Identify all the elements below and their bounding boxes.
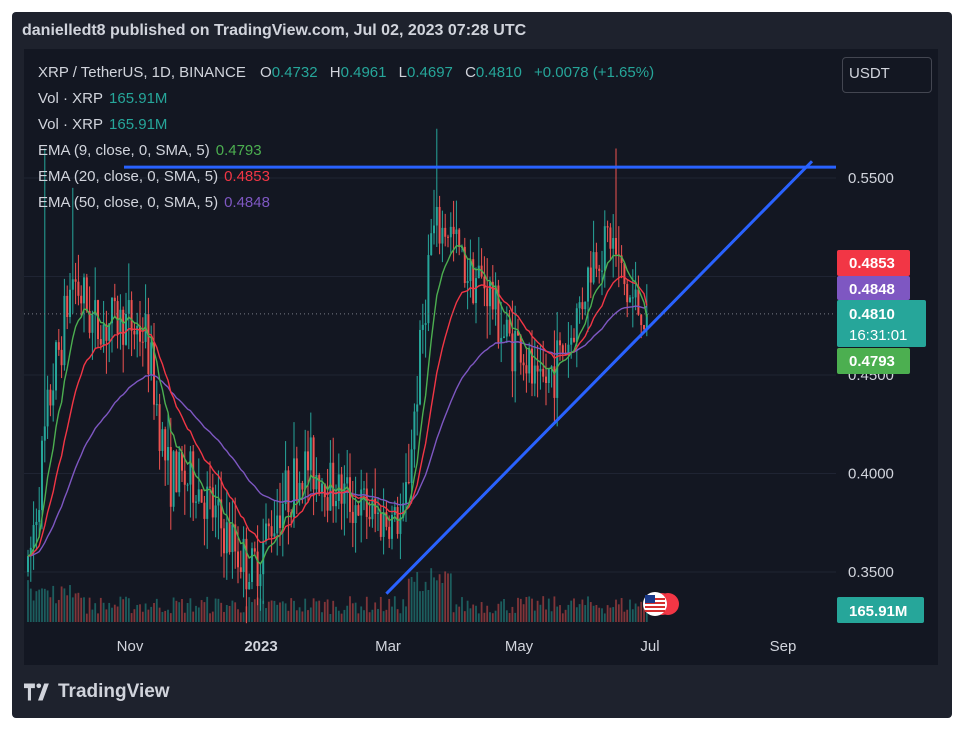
vol2-label: Vol · XRP [38,116,104,133]
currency-unit-button[interactable]: USDT [842,57,932,93]
ema50-value: 0.4848 [224,194,270,211]
ema20-value: 0.4853 [224,168,270,185]
ema50-legend[interactable]: EMA (50, close, 0, SMA, 5) 0.4848 [38,194,270,211]
high-label: H [329,64,341,81]
close-value: 0.4810 [475,64,522,81]
open-label: O [260,64,272,81]
ema50-label: EMA (50, close, 0, SMA, 5) [38,194,219,211]
symbol-legend: XRP / TetherUS, 1D, BINANCE O0.4732 H0.4… [38,64,654,81]
ema9-legend[interactable]: EMA (9, close, 0, SMA, 5) 0.4793 [38,142,262,159]
low-label: L [398,64,408,81]
volume-legend-2[interactable]: Vol · XRP 165.91M [38,116,167,133]
ema9-label: EMA (9, close, 0, SMA, 5) [38,142,210,159]
high-value: 0.4961 [340,64,387,81]
close-label: C [465,64,476,81]
brand-name: TradingView [58,681,170,702]
change-value: +0.0078 (+1.65%) [533,64,655,81]
footer-brand[interactable]: TradingView [24,681,170,703]
ema9-value: 0.4793 [215,142,262,159]
vol2-value: 165.91M [109,116,168,133]
publish-header: danielledt8 published on TradingView.com… [22,22,527,39]
symbol-name[interactable]: XRP / TetherUS, 1D, BINANCE [38,64,246,81]
low-value: 0.4697 [407,64,453,81]
tradingview-logo-icon [24,683,49,701]
ema20-legend[interactable]: EMA (20, close, 0, SMA, 5) 0.4853 [38,168,270,185]
volume-legend-1[interactable]: Vol · XRP 165.91M [38,90,167,107]
vol1-label: Vol · XRP [38,90,104,107]
ema20-label: EMA (20, close, 0, SMA, 5) [38,168,219,185]
open-value: 0.4732 [271,64,318,81]
vol1-value: 165.91M [109,90,168,107]
